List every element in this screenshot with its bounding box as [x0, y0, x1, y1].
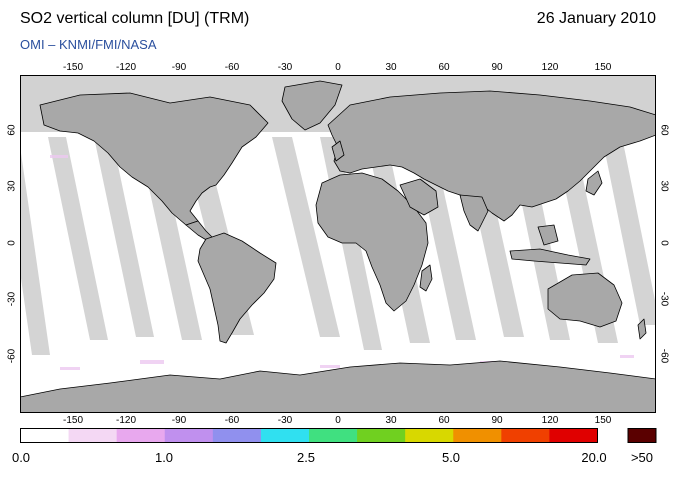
colorbar-label: 1.0 [154, 450, 174, 465]
colorbar-label: 0.0 [11, 450, 31, 465]
lat-tick-left: 60 [6, 124, 18, 136]
colorbar-segment [309, 428, 358, 443]
colorbar-frame [20, 428, 598, 443]
arabia [399, 178, 439, 216]
colorbar-segment [68, 428, 118, 443]
swath-gap [602, 137, 656, 325]
colorbar-segment [116, 428, 166, 443]
eurasia [327, 90, 656, 222]
data-source-label: OMI – KNMI/FMI/NASA [20, 37, 157, 52]
lon-tick-top: -120 [115, 62, 137, 73]
colorbar-segment [260, 428, 310, 443]
colorbar-segment [20, 428, 70, 443]
map-frame [20, 75, 656, 413]
lon-tick-top: 30 [385, 62, 397, 73]
lon-tick-top: 0 [335, 62, 341, 73]
continents [20, 80, 656, 413]
colorbar-label: 5.0 [441, 450, 461, 465]
date-label: 26 January 2010 [536, 10, 656, 27]
lon-tick-bottom: -150 [62, 415, 84, 426]
lon-tick-top: -90 [171, 62, 187, 73]
british-isles [331, 140, 345, 162]
swath-gap [48, 137, 108, 340]
lon-tick-top: 150 [594, 62, 612, 73]
lon-tick-top: 120 [541, 62, 559, 73]
north-america [39, 92, 269, 226]
colorbar-overflow-swatch [627, 428, 657, 443]
lon-tick-top: -60 [224, 62, 240, 73]
swath-gap [94, 137, 154, 337]
colorbar-segment [405, 428, 454, 443]
so2-colorbar [20, 428, 657, 443]
lon-tick-bottom: -60 [224, 415, 240, 426]
colorbar-segment [549, 428, 598, 443]
colorbar-scale [20, 428, 598, 443]
japan [585, 170, 603, 196]
lon-tick-top: 90 [491, 62, 503, 73]
lat-tick-left: -30 [6, 291, 18, 307]
lon-tick-bottom: -30 [277, 415, 293, 426]
lon-tick-top: -30 [277, 62, 293, 73]
australia [547, 272, 623, 328]
colorbar-segment [501, 428, 550, 443]
page-title: SO2 vertical column [DU] (TRM) [20, 10, 250, 27]
south-america [197, 232, 277, 344]
lat-tick-left: 30 [6, 180, 18, 192]
lat-tick-right: 60 [658, 124, 670, 136]
colorbar-segment [453, 428, 502, 443]
antarctica [20, 360, 656, 413]
india [459, 194, 489, 232]
lat-tick-right: -30 [658, 291, 670, 307]
colorbar-label: 2.5 [296, 450, 316, 465]
lat-tick-right: -60 [658, 348, 670, 364]
new-zealand [637, 318, 647, 340]
swath-gap [20, 145, 50, 355]
indonesia [509, 248, 591, 266]
lat-tick-left: -60 [6, 348, 18, 364]
madagascar [419, 264, 433, 292]
colorbar-label: 20.0 [581, 450, 607, 465]
colorbar-segment [164, 428, 214, 443]
lon-tick-bottom: 120 [541, 415, 559, 426]
lon-tick-bottom: 60 [438, 415, 450, 426]
so2-world-map [20, 75, 656, 413]
lon-tick-bottom: -90 [171, 415, 187, 426]
lon-tick-bottom: 30 [385, 415, 397, 426]
borneo [537, 224, 559, 246]
lon-tick-bottom: -120 [115, 415, 137, 426]
lon-tick-bottom: 0 [335, 415, 341, 426]
colorbar-overflow-label: >50 [630, 450, 654, 465]
lon-tick-bottom: 150 [594, 415, 612, 426]
africa [315, 172, 429, 312]
lat-tick-right: 0 [658, 240, 670, 246]
lon-tick-bottom: 90 [491, 415, 503, 426]
lat-tick-right: 30 [658, 180, 670, 192]
colorbar-segment [212, 428, 262, 443]
lon-tick-top: -150 [62, 62, 84, 73]
swath-gap [272, 137, 340, 337]
lon-tick-top: 60 [438, 62, 450, 73]
greenland [281, 80, 343, 131]
lat-tick-left: 0 [6, 240, 18, 246]
colorbar-segment [357, 428, 406, 443]
